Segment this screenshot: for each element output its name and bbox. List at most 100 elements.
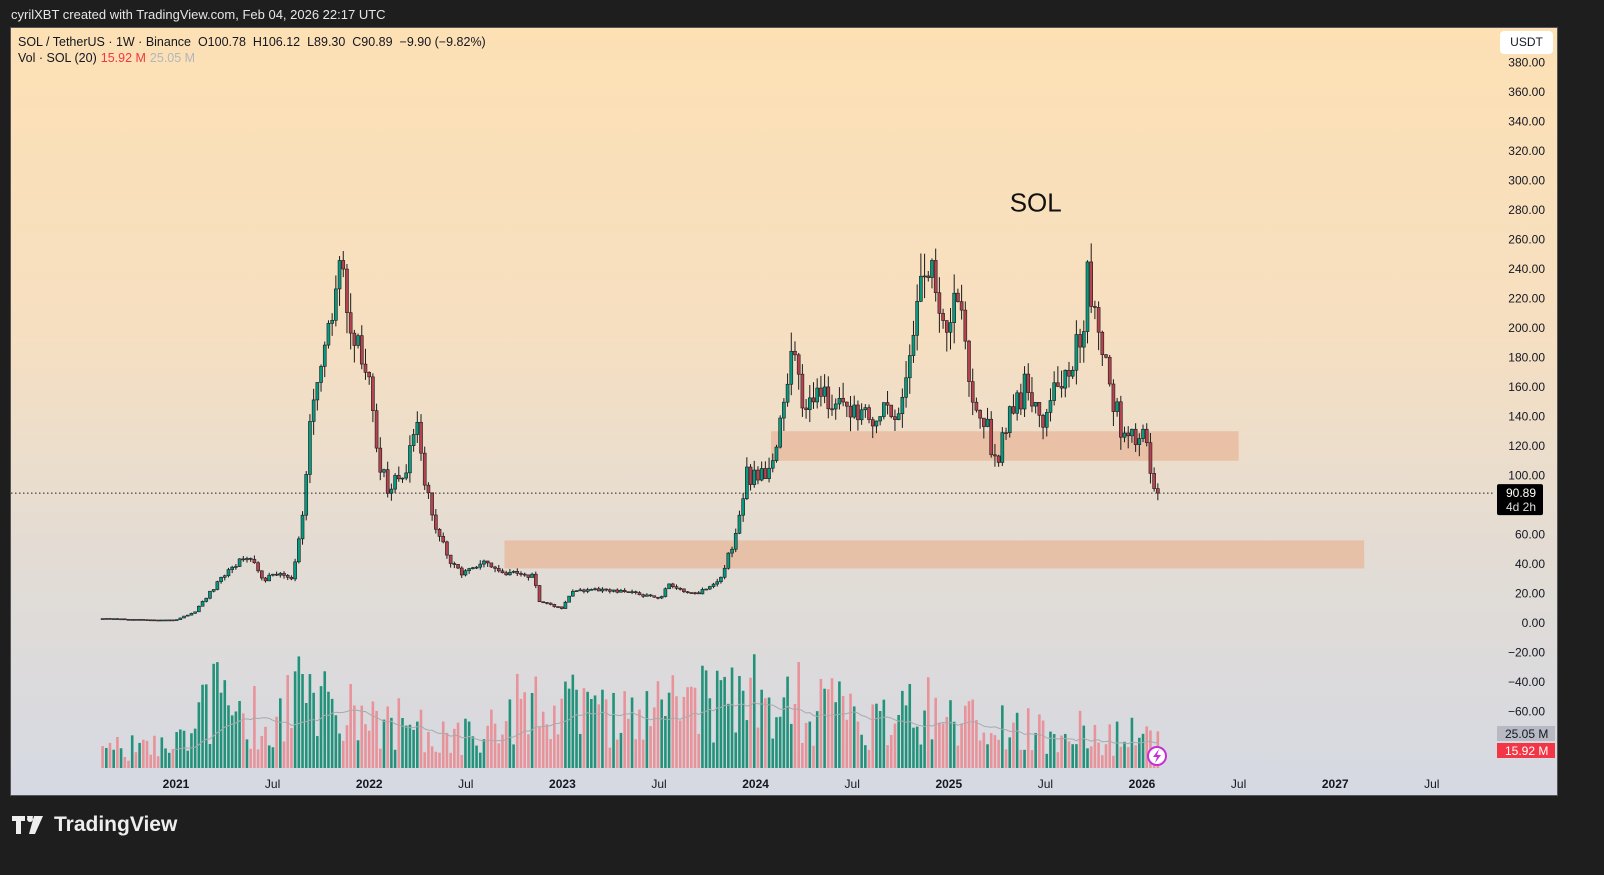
volume-bar bbox=[486, 725, 489, 768]
candle bbox=[245, 556, 249, 563]
candle bbox=[730, 546, 734, 558]
candle bbox=[604, 588, 608, 592]
candle bbox=[308, 414, 312, 484]
volume-bar bbox=[1097, 742, 1100, 768]
candle-body bbox=[385, 469, 390, 494]
candle bbox=[1141, 424, 1145, 443]
volume-bar bbox=[586, 691, 589, 768]
volume-bar bbox=[1123, 741, 1126, 768]
candle bbox=[656, 596, 660, 600]
candle-body bbox=[141, 619, 146, 621]
candle-body bbox=[930, 260, 934, 278]
y-axis-tick-label: 360.00 bbox=[1508, 85, 1545, 99]
x-axis-tick-label: Jul bbox=[651, 777, 666, 791]
candle-body bbox=[752, 469, 757, 485]
candle bbox=[345, 264, 349, 334]
volume-bar bbox=[353, 705, 356, 768]
volume-bar bbox=[564, 681, 567, 768]
candle bbox=[559, 606, 564, 610]
candle bbox=[722, 564, 727, 580]
candle-body bbox=[996, 455, 1001, 463]
candle bbox=[200, 600, 205, 607]
candle-body bbox=[408, 445, 412, 474]
candle bbox=[837, 387, 842, 410]
candle bbox=[833, 398, 838, 420]
candle-body bbox=[963, 309, 968, 342]
candle bbox=[848, 396, 853, 432]
candle bbox=[219, 576, 223, 584]
volume-bar bbox=[1023, 749, 1026, 768]
candle-body bbox=[1030, 392, 1034, 407]
candle bbox=[515, 568, 520, 577]
volume-bar bbox=[945, 717, 949, 768]
candle-body bbox=[604, 588, 608, 591]
current-price-value: 90.89 bbox=[1506, 486, 1536, 500]
candle bbox=[674, 584, 679, 590]
candle bbox=[1126, 426, 1131, 449]
volume-bar bbox=[1115, 721, 1119, 768]
lightning-event-icon[interactable] bbox=[1147, 746, 1167, 766]
candle-body bbox=[160, 619, 164, 622]
candle-body bbox=[1085, 261, 1090, 332]
candle bbox=[930, 258, 934, 289]
y-axis-tick-label: 60.00 bbox=[1515, 528, 1545, 542]
candle bbox=[371, 373, 375, 423]
volume-bar bbox=[460, 754, 464, 768]
volume-bar bbox=[819, 678, 823, 768]
volume-bar bbox=[441, 721, 445, 768]
volume-bar bbox=[767, 697, 771, 768]
volume-bar bbox=[1063, 733, 1067, 768]
volume-bar bbox=[164, 748, 167, 768]
candle bbox=[922, 253, 927, 299]
candle bbox=[148, 619, 153, 622]
candle-body bbox=[745, 466, 749, 500]
candle bbox=[234, 564, 238, 570]
candle-body bbox=[293, 561, 297, 580]
lightning-icon bbox=[1153, 749, 1161, 763]
volume-bar bbox=[715, 670, 719, 768]
y-axis-tick-label: 220.00 bbox=[1508, 292, 1545, 306]
candle bbox=[463, 569, 468, 577]
volume-bar bbox=[416, 721, 419, 768]
volume-label[interactable]: Vol · SOL (20) bbox=[18, 51, 97, 65]
candle bbox=[641, 593, 645, 598]
volume-bar bbox=[764, 698, 767, 768]
candle bbox=[1085, 260, 1090, 344]
candle bbox=[415, 411, 420, 444]
candle bbox=[293, 558, 297, 582]
candle bbox=[441, 532, 446, 544]
volume-bar bbox=[560, 698, 564, 768]
volume-bar bbox=[538, 727, 541, 768]
candle bbox=[452, 561, 457, 569]
candle-body bbox=[1070, 369, 1075, 377]
candle bbox=[626, 591, 631, 593]
candle-body bbox=[1137, 438, 1142, 445]
volume-bar bbox=[204, 684, 208, 768]
candle-body bbox=[471, 567, 475, 569]
chart-credit: cyrilXBT created with TradingView.com, F… bbox=[11, 7, 386, 22]
volume-bar bbox=[889, 734, 893, 768]
candle bbox=[541, 601, 546, 604]
volume-bar bbox=[641, 739, 645, 768]
volume-bar bbox=[823, 688, 826, 768]
candle bbox=[563, 600, 568, 609]
candle-body bbox=[656, 596, 660, 599]
candle-body bbox=[885, 402, 890, 406]
volume-bar bbox=[871, 704, 875, 768]
candle-body bbox=[726, 552, 731, 569]
candle-body bbox=[789, 350, 794, 385]
volume-bar bbox=[201, 684, 204, 768]
candle bbox=[1152, 467, 1156, 492]
candle-body bbox=[130, 619, 135, 621]
candle-body bbox=[1081, 331, 1086, 348]
resistance-zone bbox=[771, 431, 1239, 461]
candle-body bbox=[1115, 401, 1119, 412]
symbol-name[interactable]: SOL / TetherUS · 1W · Binance bbox=[18, 35, 191, 49]
volume-bar bbox=[341, 740, 345, 768]
candle bbox=[608, 588, 612, 594]
volume-bar bbox=[789, 723, 793, 768]
volume-bar bbox=[756, 727, 760, 768]
currency-button[interactable]: USDT bbox=[1500, 31, 1553, 54]
